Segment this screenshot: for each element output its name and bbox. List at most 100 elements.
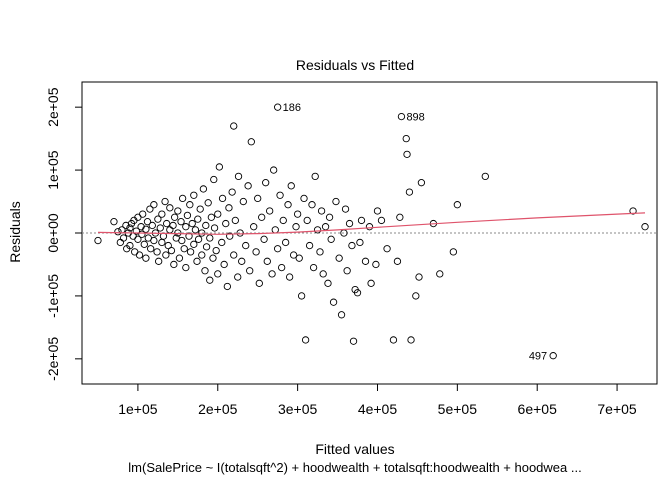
x-tick-label: 3e+05 [278, 401, 318, 417]
data-point [308, 201, 316, 209]
data-point [169, 221, 177, 230]
y-tick-label: 0e+00 [45, 213, 61, 253]
data-point [228, 188, 236, 196]
data-point [278, 263, 286, 272]
data-point [325, 213, 334, 221]
data-point [402, 134, 410, 143]
data-point [258, 213, 266, 221]
data-point [204, 199, 212, 207]
data-point [198, 251, 206, 259]
x-tick-label: 2e+05 [198, 401, 238, 417]
data-point [126, 241, 134, 250]
data-point [285, 273, 294, 281]
data-point [202, 221, 210, 230]
point-label: 497 [529, 351, 547, 363]
data-point [244, 182, 252, 190]
data-point [139, 210, 147, 218]
data-point [174, 207, 182, 215]
data-point [319, 270, 327, 278]
data-point [254, 194, 262, 203]
data-point [271, 226, 279, 234]
data-point [206, 234, 214, 242]
data-point [260, 235, 268, 243]
data-point [274, 245, 282, 253]
data-point [367, 279, 375, 287]
data-point [175, 254, 184, 262]
data-point [337, 311, 346, 319]
data-point [373, 207, 382, 215]
data-point [214, 270, 222, 278]
data-point [166, 226, 174, 234]
data-point [263, 257, 271, 265]
y-tick-label: -1e+05 [45, 274, 61, 318]
data-point [180, 245, 188, 253]
data-point [287, 182, 295, 190]
data-point [242, 241, 250, 250]
data-point [162, 251, 170, 259]
data-point [202, 243, 211, 251]
data-point [372, 260, 380, 269]
data-point [155, 257, 163, 265]
data-point [343, 267, 351, 275]
data-point [348, 241, 356, 250]
data-point [417, 179, 426, 187]
data-point [356, 238, 364, 247]
data-point [234, 273, 242, 281]
data-point [170, 213, 179, 221]
data-point [303, 216, 311, 225]
data-point [198, 229, 206, 237]
data-point [329, 298, 338, 306]
data-point [361, 257, 370, 265]
data-point [230, 251, 238, 259]
data-point [234, 172, 243, 181]
data-point [114, 228, 122, 236]
data-point [178, 236, 186, 245]
y-tick-label: -2e+05 [45, 337, 61, 381]
data-point [357, 216, 366, 225]
data-point [210, 175, 218, 184]
data-point [266, 207, 274, 215]
data-point [255, 279, 263, 287]
data-point [185, 232, 193, 240]
x-tick-label: 5e+05 [438, 401, 478, 417]
data-point [321, 223, 330, 231]
data-point [225, 204, 233, 212]
data-point [161, 197, 169, 206]
data-point [188, 219, 196, 228]
data-point [389, 336, 398, 344]
data-point [177, 218, 185, 226]
data-point [218, 194, 227, 203]
data-point [167, 246, 176, 255]
data-point [148, 221, 156, 230]
data-point [134, 235, 142, 243]
data-point [393, 257, 402, 265]
x-tick-label: 1e+05 [118, 401, 158, 417]
data-point [311, 172, 319, 181]
data-point [215, 163, 224, 171]
data-point [293, 210, 302, 218]
data-point [236, 229, 244, 237]
data-point [178, 194, 187, 203]
data-point [327, 235, 335, 243]
data-point [396, 213, 404, 221]
data-point [365, 223, 374, 231]
data-point [332, 197, 340, 206]
data-point [142, 225, 150, 233]
data-point [206, 276, 214, 284]
data-point [220, 260, 228, 269]
data-point [226, 232, 234, 240]
data-point [158, 210, 166, 218]
data-point [252, 248, 260, 256]
data-point [324, 279, 332, 287]
data-point [140, 240, 148, 248]
data-point [295, 254, 303, 262]
data-point [164, 241, 172, 250]
data-point [146, 205, 154, 213]
data-point [135, 251, 144, 259]
data-point [276, 191, 284, 199]
x-axis-label: Fitted values [315, 441, 394, 457]
data-point [153, 248, 161, 256]
data-point [138, 230, 146, 238]
data-point [218, 238, 226, 247]
